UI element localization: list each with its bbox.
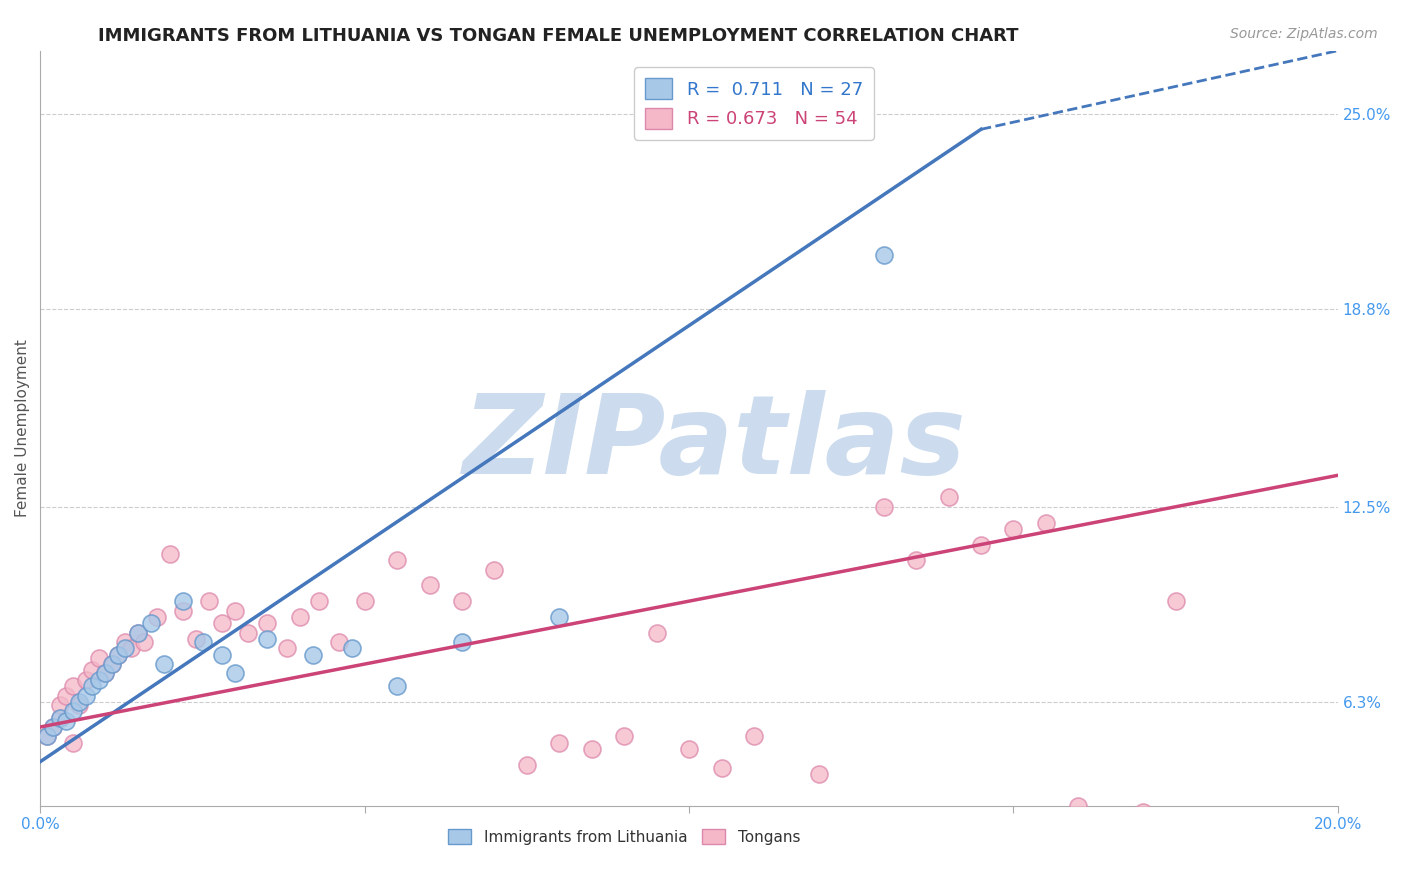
Point <box>224 604 246 618</box>
Point <box>873 500 896 514</box>
Point <box>236 625 259 640</box>
Point <box>49 710 72 724</box>
Point <box>114 641 136 656</box>
Point <box>62 679 84 693</box>
Point <box>87 673 110 687</box>
Point <box>613 730 636 744</box>
Point <box>49 710 72 724</box>
Point <box>55 689 77 703</box>
Point <box>42 720 65 734</box>
Point <box>302 648 325 662</box>
Point <box>548 736 571 750</box>
Text: ZIPatlas: ZIPatlas <box>463 390 967 497</box>
Point <box>127 625 149 640</box>
Point <box>87 650 110 665</box>
Point <box>308 594 330 608</box>
Point <box>970 537 993 551</box>
Point <box>35 730 58 744</box>
Point <box>191 635 214 649</box>
Point <box>75 673 97 687</box>
Point <box>710 761 733 775</box>
Point <box>120 641 142 656</box>
Y-axis label: Female Unemployment: Female Unemployment <box>15 339 30 517</box>
Point <box>107 648 129 662</box>
Point <box>94 666 117 681</box>
Point <box>1002 522 1025 536</box>
Point <box>75 689 97 703</box>
Point <box>211 648 233 662</box>
Point <box>159 547 181 561</box>
Point <box>1035 516 1057 530</box>
Point <box>742 730 765 744</box>
Point <box>645 625 668 640</box>
Point <box>678 742 700 756</box>
Point <box>49 698 72 712</box>
Point <box>276 641 298 656</box>
Point <box>127 625 149 640</box>
Point <box>55 714 77 728</box>
Point <box>451 635 474 649</box>
Point <box>94 666 117 681</box>
Point <box>152 657 174 671</box>
Point <box>451 594 474 608</box>
Point <box>184 632 207 646</box>
Point <box>211 616 233 631</box>
Point <box>82 664 104 678</box>
Point <box>100 657 122 671</box>
Point <box>224 666 246 681</box>
Point <box>256 632 278 646</box>
Point <box>419 578 441 592</box>
Point <box>172 594 194 608</box>
Point <box>938 491 960 505</box>
Point <box>516 757 538 772</box>
Point <box>385 679 408 693</box>
Point <box>288 610 311 624</box>
Point <box>905 553 928 567</box>
Point <box>62 736 84 750</box>
Point <box>172 604 194 618</box>
Point <box>42 720 65 734</box>
Point <box>107 648 129 662</box>
Point <box>134 635 156 649</box>
Point <box>67 695 90 709</box>
Point <box>548 610 571 624</box>
Text: Source: ZipAtlas.com: Source: ZipAtlas.com <box>1230 27 1378 41</box>
Point <box>385 553 408 567</box>
Point <box>256 616 278 631</box>
Point <box>114 635 136 649</box>
Point <box>873 248 896 262</box>
Point <box>340 641 363 656</box>
Text: IMMIGRANTS FROM LITHUANIA VS TONGAN FEMALE UNEMPLOYMENT CORRELATION CHART: IMMIGRANTS FROM LITHUANIA VS TONGAN FEMA… <box>98 27 1019 45</box>
Point <box>35 730 58 744</box>
Point <box>484 563 506 577</box>
Point <box>139 616 162 631</box>
Point <box>581 742 603 756</box>
Point <box>1164 594 1187 608</box>
Point <box>198 594 221 608</box>
Point <box>807 767 830 781</box>
Point <box>146 610 169 624</box>
Point <box>82 679 104 693</box>
Point <box>328 635 350 649</box>
Point <box>100 657 122 671</box>
Point <box>353 594 375 608</box>
Point <box>62 704 84 718</box>
Legend: R =  0.711   N = 27, R = 0.673   N = 54: R = 0.711 N = 27, R = 0.673 N = 54 <box>634 67 873 140</box>
Point <box>67 698 90 712</box>
Point <box>1132 805 1154 819</box>
Point <box>1067 798 1090 813</box>
